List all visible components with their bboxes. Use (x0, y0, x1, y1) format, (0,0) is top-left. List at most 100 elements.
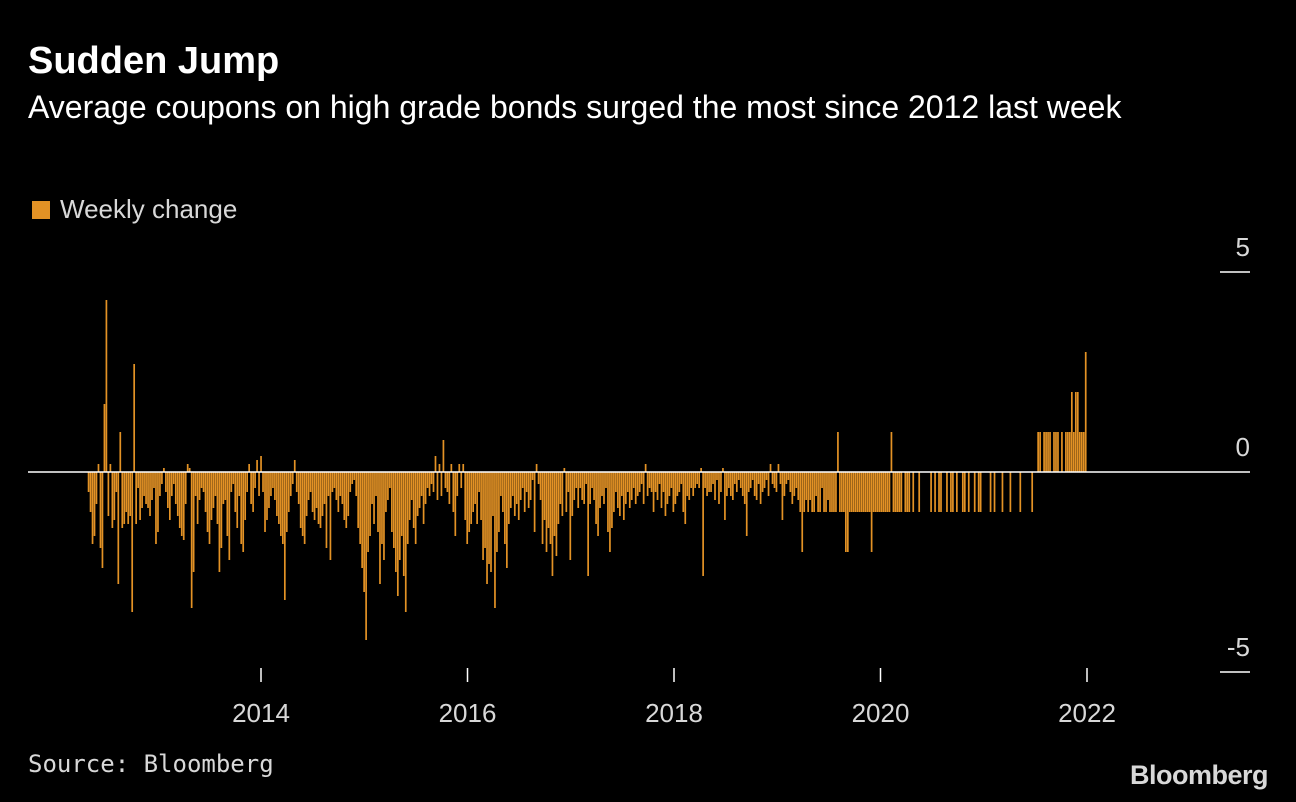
bar (989, 472, 992, 512)
bar (716, 472, 718, 480)
bar (347, 472, 350, 516)
bar (393, 472, 395, 548)
bar (351, 472, 354, 484)
bar (480, 472, 482, 520)
bar (125, 472, 128, 512)
bar (543, 472, 546, 520)
bar (654, 472, 657, 492)
bar (357, 472, 360, 528)
bar (123, 472, 126, 524)
bar (270, 472, 272, 496)
bar (809, 472, 812, 500)
bar (470, 472, 473, 524)
bar (573, 472, 576, 500)
bar (331, 472, 334, 492)
bar (416, 472, 419, 516)
bar (1045, 432, 1047, 472)
bar (894, 472, 897, 512)
x-tick-label: 2014 (232, 698, 290, 728)
y-tick-label: -5 (1227, 632, 1250, 662)
bar (807, 472, 810, 512)
bar (781, 472, 784, 520)
bar (821, 472, 823, 488)
bar (652, 472, 655, 512)
bar (1078, 432, 1081, 472)
bar (224, 472, 227, 500)
bar (202, 472, 205, 492)
bar (264, 472, 266, 532)
bar (656, 472, 659, 500)
bar (345, 472, 348, 528)
bar (765, 472, 768, 480)
bar (862, 472, 865, 512)
bar (260, 456, 262, 472)
bar (182, 472, 185, 540)
bar (472, 472, 475, 512)
bar (458, 464, 461, 472)
bar (1070, 392, 1073, 472)
bar (672, 472, 675, 512)
bar (321, 472, 324, 516)
bar (950, 472, 952, 512)
bar (735, 472, 738, 492)
bar (793, 472, 796, 496)
bar (153, 472, 155, 488)
bar (339, 472, 342, 496)
bar (553, 472, 556, 536)
bar (506, 472, 508, 568)
bar (626, 472, 629, 492)
bar (619, 472, 621, 516)
bar (745, 472, 748, 536)
bar (692, 472, 695, 496)
bar (831, 472, 833, 512)
bar (801, 472, 804, 552)
bar (728, 472, 730, 488)
bar (559, 472, 562, 504)
bar (938, 472, 940, 512)
bar (660, 472, 663, 508)
bar (97, 464, 100, 472)
bar (375, 472, 377, 496)
bar (757, 472, 760, 484)
bar (823, 472, 825, 512)
bar (615, 472, 617, 492)
bar (262, 472, 264, 492)
bar (930, 472, 932, 512)
bar (502, 472, 504, 512)
bar (739, 472, 742, 488)
bar (878, 472, 881, 512)
bar (890, 432, 893, 472)
bar (605, 472, 607, 488)
bar (565, 472, 568, 512)
bar (280, 472, 282, 536)
bar (226, 472, 229, 536)
bar (569, 472, 572, 560)
bar (250, 472, 252, 504)
bar (113, 472, 116, 520)
bar (575, 472, 578, 488)
bar (868, 472, 871, 512)
bar (299, 472, 302, 528)
bar (749, 472, 752, 488)
bar (640, 472, 643, 484)
bar (325, 472, 328, 548)
bar (837, 432, 839, 472)
bar (323, 472, 326, 504)
bar (611, 472, 613, 528)
bar (402, 472, 405, 576)
bar (658, 472, 661, 484)
bar (1065, 432, 1067, 472)
bar (680, 472, 683, 484)
bar (642, 472, 645, 504)
bar (446, 472, 449, 492)
bar (420, 472, 423, 496)
bar (539, 472, 542, 500)
bar (333, 472, 336, 488)
bar (488, 472, 490, 564)
bar (190, 472, 193, 608)
bar (238, 472, 241, 496)
bar (315, 472, 318, 508)
bar (835, 472, 837, 512)
x-tick-label: 2018 (645, 698, 703, 728)
bar (161, 472, 163, 484)
